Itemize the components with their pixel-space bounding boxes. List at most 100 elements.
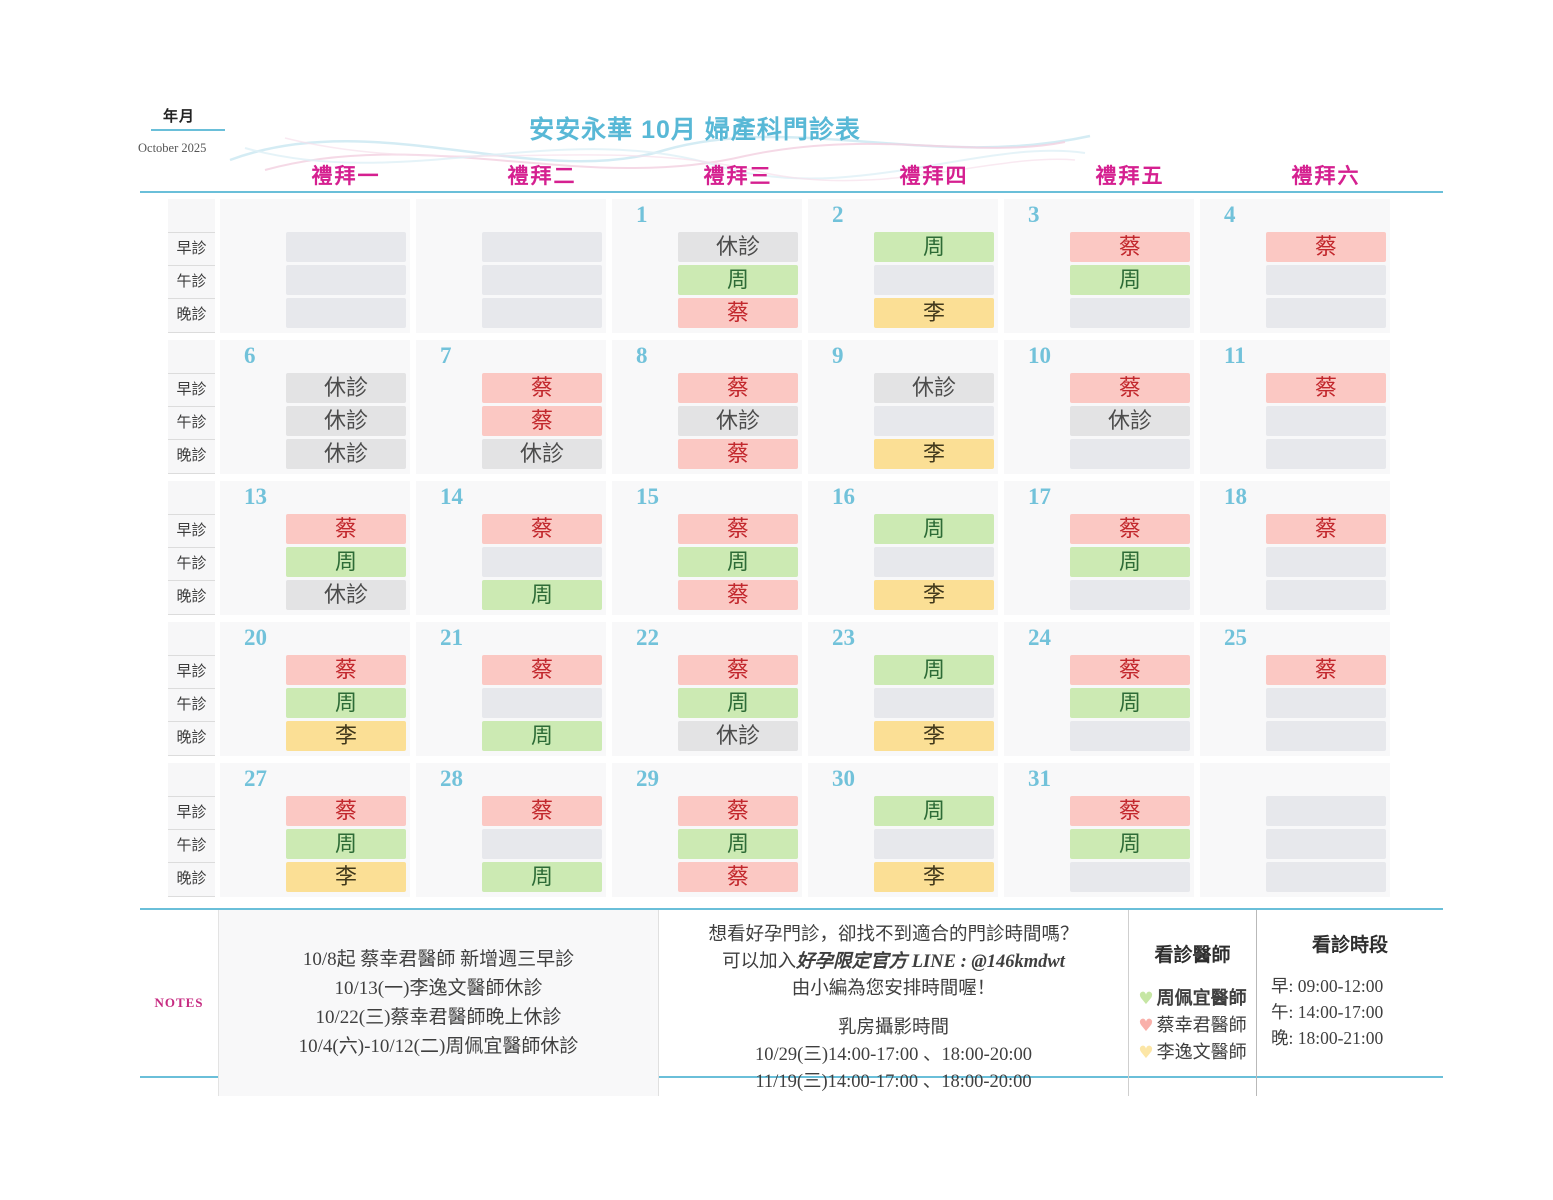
header-rule	[140, 191, 1443, 193]
note-line: 10/4(六)-10/12(二)周佩宜醫師休診	[298, 1036, 579, 1057]
day-number: 8	[636, 343, 648, 368]
slot-label-spacer	[168, 340, 215, 374]
day-cell: 15 蔡周蔡	[612, 481, 802, 615]
day-cell: 29 蔡周蔡	[612, 763, 802, 897]
day-cell: 10 蔡休診	[1004, 340, 1194, 474]
day-slots: 蔡蔡休診	[416, 373, 606, 469]
slot-cell: 周	[1070, 547, 1190, 577]
day-slots: 蔡周	[1004, 655, 1194, 751]
slot-label: 晚診	[168, 863, 215, 897]
slot-cell: 周	[678, 265, 798, 295]
slot-label: 早診	[168, 797, 215, 830]
note-line: 10/13(一)李逸文醫師休診	[334, 978, 543, 999]
day-number: 27	[244, 766, 267, 791]
mammography-schedule: 10/29(三)14:00-17:00 、18:00-20:00 11/19(三)…	[659, 1042, 1128, 1096]
slot-cell	[1266, 862, 1386, 892]
day-cell: 2 周李	[808, 199, 998, 333]
slot-cell: 蔡	[286, 655, 406, 685]
day-cell: 25 蔡	[1200, 622, 1390, 756]
day-number: 14	[440, 484, 463, 509]
notes-label: NOTES	[154, 995, 204, 1010]
day-slots: 蔡周	[1004, 232, 1194, 328]
slot-cell: 周	[1070, 688, 1190, 718]
calendar-grid: 早診 午診 晚診 1 休診周蔡 2 周李 3 蔡周 4 蔡 早診 午診 晚診 6 休診休…	[140, 199, 1443, 904]
day-cell: 27 蔡周李	[220, 763, 410, 897]
slot-cell: 周	[678, 688, 798, 718]
slot-cell: 蔡	[678, 298, 798, 328]
day-cell: 30 周李	[808, 763, 998, 897]
slot-label-column: 早診 午診 晚診	[168, 340, 215, 474]
slot-cell	[482, 829, 602, 859]
doctors-legend-header: 看診醫師	[1154, 945, 1231, 966]
day-cell: 18 蔡	[1200, 481, 1390, 615]
day-slots: 休診周蔡	[612, 232, 802, 328]
slot-cell	[482, 547, 602, 577]
slot-label: 晚診	[168, 440, 215, 474]
slot-label: 午診	[168, 548, 215, 581]
slot-cell: 蔡	[1070, 796, 1190, 826]
day-number: 18	[1224, 484, 1247, 509]
slot-cell	[1070, 862, 1190, 892]
note-line: 10/22(三)蔡幸君醫師晚上休診	[315, 1007, 562, 1028]
slot-label: 早診	[168, 233, 215, 266]
note-line: 10/8起 蔡幸君醫師 新增週三早診	[302, 949, 575, 970]
slot-label: 午診	[168, 407, 215, 440]
slot-cell: 李	[874, 439, 994, 469]
day-slots: 蔡周休診	[220, 514, 410, 610]
day-number	[416, 199, 606, 232]
heart-icon: ♥	[1138, 1043, 1154, 1063]
doctor-legend-item: ♥ 蔡幸君醫師	[1129, 1012, 1256, 1039]
mammography-line: 10/29(三)14:00-17:00 、18:00-20:00	[755, 1045, 1032, 1065]
day-slots: 休診 休診 休診	[220, 373, 410, 469]
slot-cell: 周	[678, 829, 798, 859]
slot-cell	[874, 829, 994, 859]
slot-label: 早診	[168, 656, 215, 689]
slot-label: 晚診	[168, 722, 215, 756]
day-number: 2	[832, 202, 844, 227]
day-slots: 蔡周蔡	[612, 796, 802, 892]
slot-cell: 休診	[286, 373, 406, 403]
day-slots: 蔡周蔡	[612, 514, 802, 610]
slot-cell	[482, 688, 602, 718]
slot-cell: 李	[874, 298, 994, 328]
slot-label-column: 早診 午診 晚診	[168, 622, 215, 756]
slot-label-spacer	[168, 199, 215, 233]
doctor-legend-item: ♥ 李逸文醫師	[1129, 1039, 1256, 1066]
slot-cell: 休診	[1070, 406, 1190, 436]
day-cell: 4 蔡	[1200, 199, 1390, 333]
day-number: 22	[636, 625, 659, 650]
week-row: 早診 午診 晚診 6 休診 休診 休診 7 蔡蔡休診 8 蔡休診蔡 9 休診李 10 蔡…	[140, 340, 1443, 474]
day-slots: 蔡周	[416, 796, 606, 892]
day-slots: 周李	[808, 796, 998, 892]
year-month-underline	[151, 129, 225, 131]
day-cell: 24 蔡周	[1004, 622, 1194, 756]
day-slots	[416, 232, 606, 328]
doctor-name: 蔡幸君醫師	[1156, 1015, 1247, 1035]
day-number: 4	[1224, 202, 1236, 227]
slot-cell	[1266, 688, 1386, 718]
day-number: 3	[1028, 202, 1040, 227]
day-slots: 蔡休診	[1004, 373, 1194, 469]
slot-cell: 蔡	[286, 796, 406, 826]
doctor-name: 周佩宜醫師	[1156, 988, 1247, 1008]
slot-cell: 周	[286, 547, 406, 577]
day-slots: 周李	[808, 232, 998, 328]
day-slots: 蔡周李	[220, 655, 410, 751]
slot-cell: 蔡	[1266, 232, 1386, 262]
slot-cell: 蔡	[678, 439, 798, 469]
day-cell: 17 蔡周	[1004, 481, 1194, 615]
slot-cell: 休診	[482, 439, 602, 469]
slot-cell: 李	[874, 721, 994, 751]
slot-cell	[1070, 298, 1190, 328]
day-slots	[1200, 796, 1390, 892]
day-slots: 周李	[808, 655, 998, 751]
slot-cell	[1070, 439, 1190, 469]
day-number: 30	[832, 766, 855, 791]
day-cell: 6 休診 休診 休診	[220, 340, 410, 474]
slot-cell: 李	[286, 862, 406, 892]
day-number: 9	[832, 343, 844, 368]
slot-cell: 周	[874, 232, 994, 262]
slot-cell	[874, 406, 994, 436]
day-number	[220, 199, 410, 232]
slot-cell	[286, 232, 406, 262]
